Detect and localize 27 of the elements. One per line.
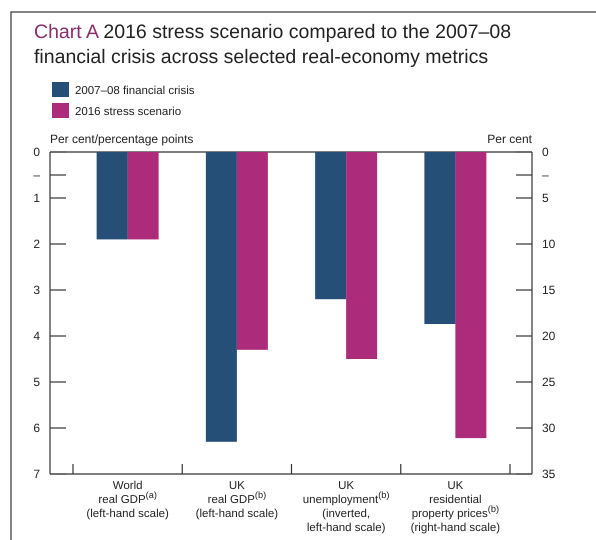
- y-tick-label: 3: [33, 282, 40, 297]
- y-tick-label: 7: [33, 466, 40, 481]
- x-tick-label: UK residential property prices$^{(b)}$ (right-hand scale): [410, 480, 500, 534]
- y-axis-title: Per cent/percentage points: [50, 132, 194, 146]
- y2-tick-label: –: [542, 168, 549, 182]
- y2-tick-label: 0: [542, 144, 549, 159]
- y-tick-label: 0: [33, 144, 40, 159]
- y2-tick-label: 10: [542, 236, 556, 251]
- y2-tick-label: 30: [542, 420, 556, 435]
- y2-tick-label: 35: [542, 466, 556, 481]
- y-tick-label: 1: [33, 190, 40, 205]
- x-tick-label: World real GDP$^{(a)}$ (left-hand scale): [86, 480, 170, 520]
- chart-title: Chart A 2016 stress scenario compared to the 2007–08 financial crisis across selected real-economy metrics: [34, 21, 512, 68]
- legend-label: 2016 stress scenario: [75, 106, 182, 118]
- y-tick-label: 2: [33, 236, 40, 251]
- y-tick-label: 4: [33, 328, 40, 343]
- y2-tick-label: 15: [542, 282, 556, 297]
- y2-tick-label: 25: [542, 374, 556, 389]
- y-tick-label: –: [33, 168, 40, 182]
- y2-tick-label: 20: [542, 328, 556, 343]
- x-tick-label: UK real GDP$^{(b)}$ (left-hand scale): [196, 480, 278, 520]
- category-label: UK unemployment$^{(b)}$ (inverted, left-hand scale): [302, 480, 390, 534]
- y-tick-label: 6: [33, 420, 40, 435]
- legend-label: 2007–08 financial crisis: [75, 85, 195, 97]
- y2-axis-title: Per cent: [487, 132, 533, 146]
- y2-tick-label: 5: [542, 190, 549, 205]
- y-tick-label: 5: [33, 374, 40, 389]
